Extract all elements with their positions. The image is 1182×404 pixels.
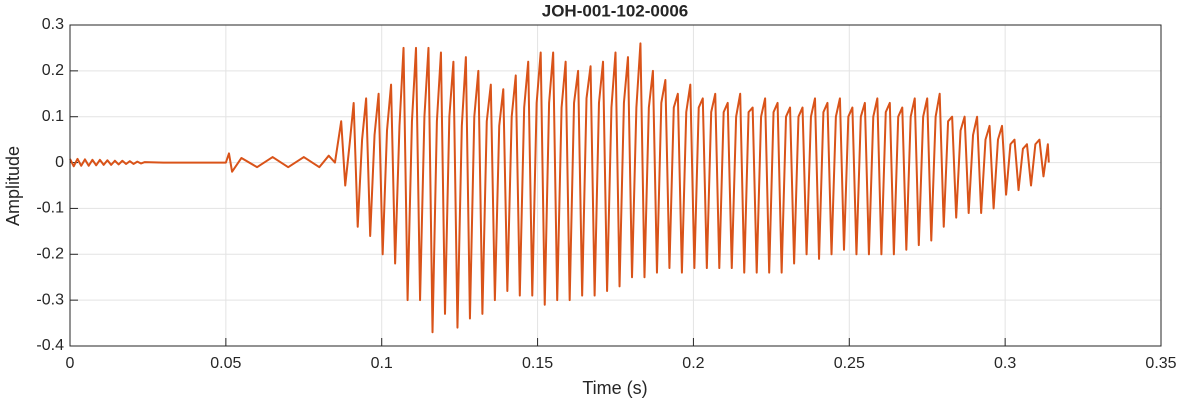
x-tick-label: 0.1 <box>371 355 393 372</box>
chart-title: JOH-001-102-0006 <box>542 1 688 20</box>
x-tick-label: 0.3 <box>994 355 1016 372</box>
x-tick-label: 0 <box>66 355 75 372</box>
y-axis-label: Amplitude <box>3 146 23 226</box>
x-axis-label: Time (s) <box>582 378 647 398</box>
y-tick-label: -0.3 <box>36 291 64 308</box>
y-tick-label: 0.2 <box>42 62 64 79</box>
y-tick-label: 0.1 <box>42 108 64 125</box>
x-tick-label: 0.15 <box>522 355 553 372</box>
y-tick-label: 0.3 <box>42 16 64 33</box>
x-tick-label: 0.25 <box>834 355 865 372</box>
x-tick-label: 0.05 <box>210 355 241 372</box>
x-tick-label: 0.35 <box>1145 355 1176 372</box>
axes-box <box>69 24 1162 347</box>
y-tick-label: -0.1 <box>36 200 64 217</box>
x-tick-label: 0.2 <box>682 355 704 372</box>
y-tick-label: -0.4 <box>36 337 64 354</box>
y-tick-label: 0 <box>55 154 64 171</box>
waveform <box>69 42 1050 334</box>
y-tick-label: -0.2 <box>36 246 64 263</box>
